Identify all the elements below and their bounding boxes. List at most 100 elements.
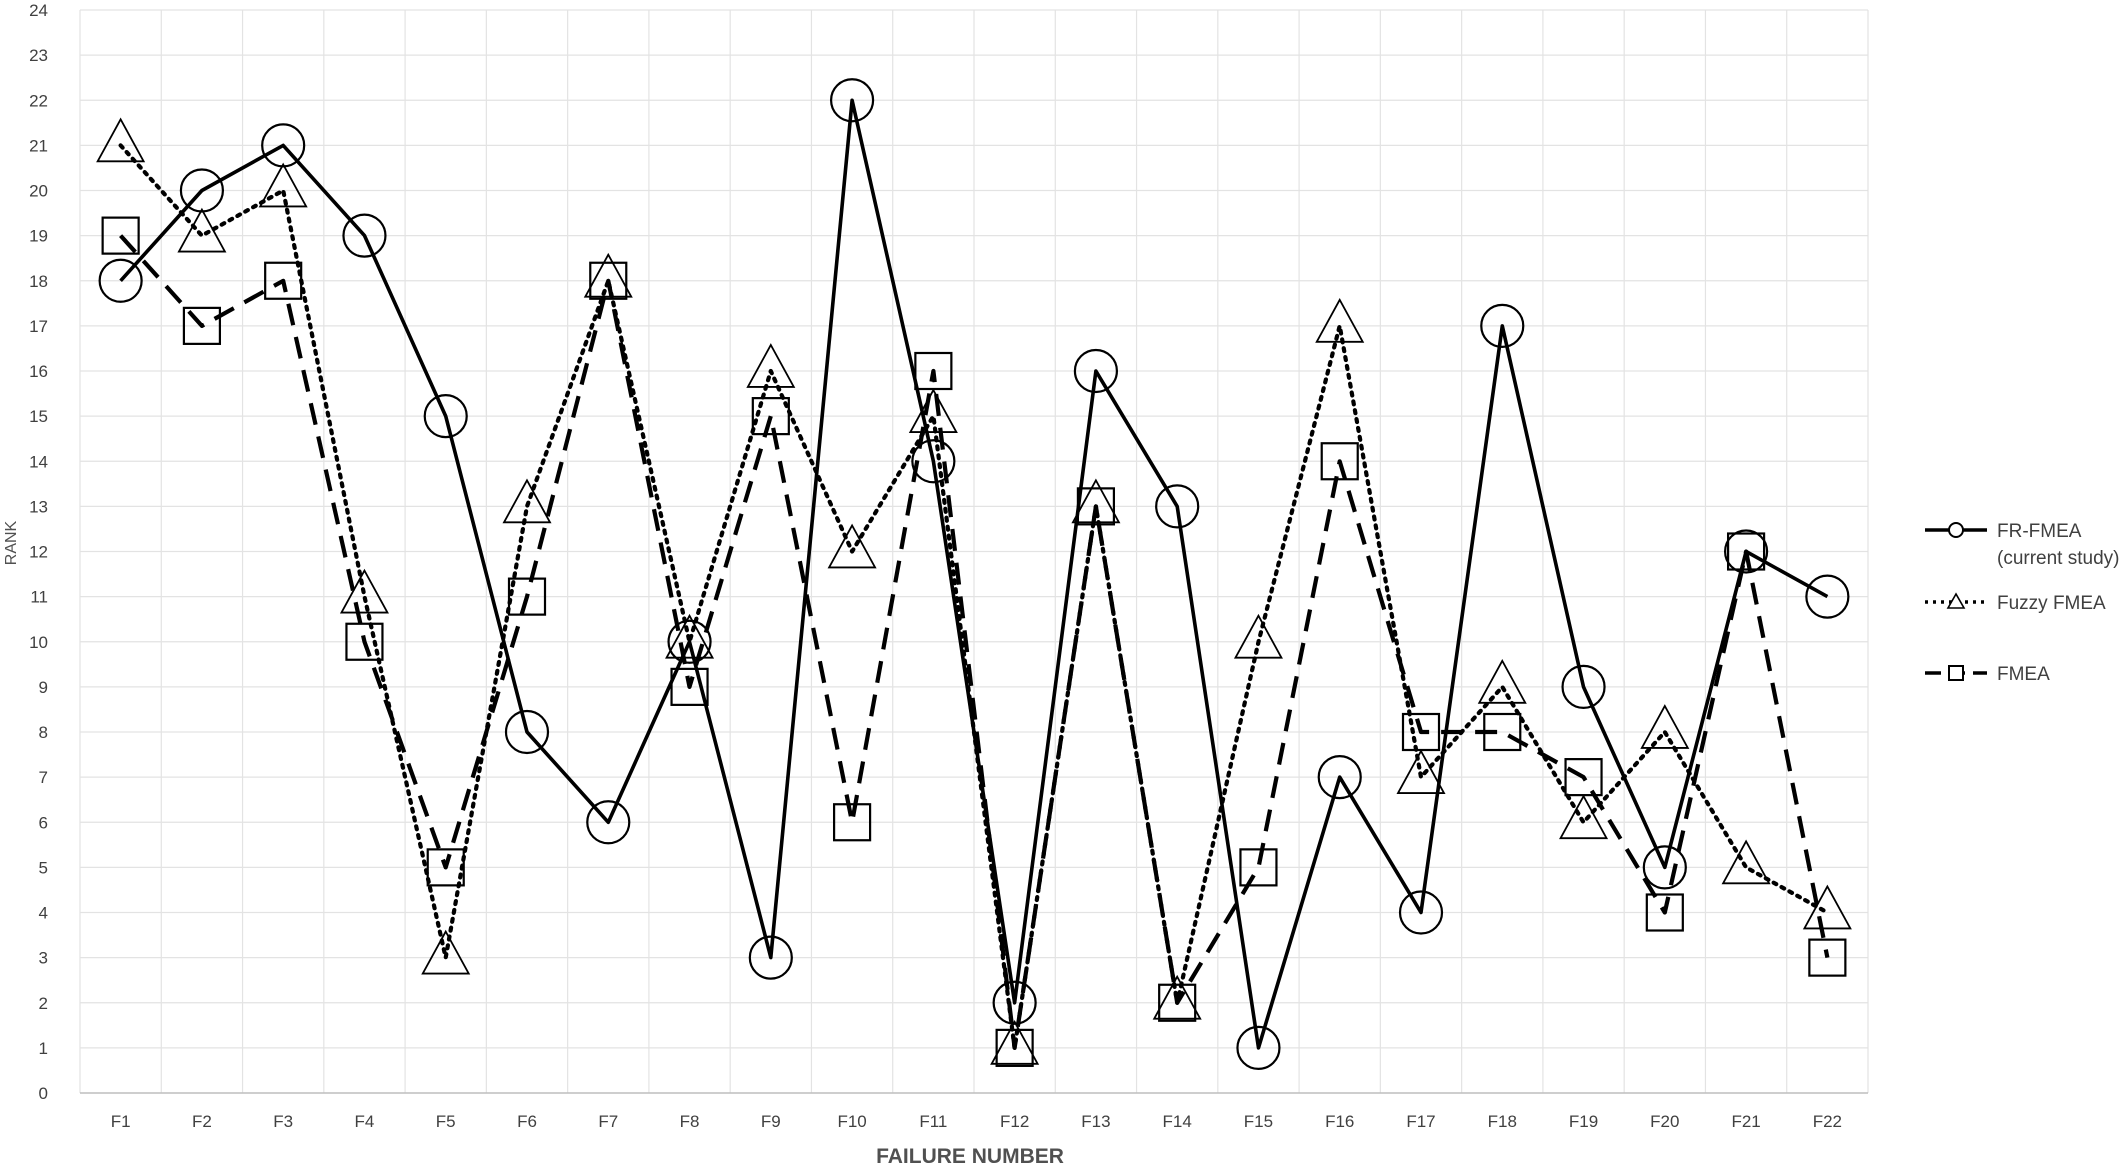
series-fr-fmea-current-study: [98, 78, 1850, 1070]
data-point-fmea: [751, 397, 790, 436]
y-tick-label: 19: [29, 227, 48, 246]
legend-item-fmea: FMEA: [1925, 664, 2050, 685]
x-tick-label: F18: [1488, 1112, 1517, 1131]
data-point-fr-fmea-current-study: [911, 439, 956, 484]
x-tick-label: F12: [1000, 1112, 1029, 1131]
y-tick-label: 20: [29, 182, 48, 201]
data-point-fmea: [589, 261, 628, 300]
x-tick-label: F20: [1650, 1112, 1679, 1131]
y-tick-label: 12: [29, 543, 48, 562]
data-point-fuzzy-fmea: [1152, 974, 1202, 1020]
y-tick-label: 4: [39, 904, 48, 923]
legend-swatch-marker: [1948, 522, 1964, 538]
y-tick-label: 15: [29, 407, 48, 426]
data-point-fuzzy-fmea: [177, 207, 227, 253]
x-tick-label: F5: [436, 1112, 456, 1131]
data-point-fr-fmea-current-study: [179, 168, 225, 213]
data-point-fuzzy-fmea: [1396, 749, 1446, 794]
legend-item-fuzzy-fmea: Fuzzy FMEA: [1925, 592, 2106, 614]
data-point-fmea: [507, 577, 547, 616]
data-point-fuzzy-fmea: [665, 613, 715, 659]
x-tick-label: F17: [1406, 1112, 1435, 1131]
data-point-fr-fmea-current-study: [748, 935, 793, 980]
data-point-fuzzy-fmea: [827, 523, 877, 569]
legend-swatch-marker: [1946, 592, 1966, 609]
data-point-fr-fmea-current-study: [1723, 529, 1769, 574]
series-line-fr-fmea-current-study: [119, 98, 1829, 1050]
x-tick-label: F15: [1244, 1112, 1273, 1131]
data-point-fuzzy-fmea: [1721, 839, 1771, 885]
y-tick-label: 16: [29, 362, 48, 381]
x-tick-label: F10: [837, 1112, 866, 1131]
data-point-fuzzy-fmea: [258, 162, 308, 208]
data-point-fr-fmea-current-study: [261, 123, 306, 168]
data-point-fr-fmea-current-study: [1805, 574, 1850, 619]
data-point-fmea: [1726, 532, 1766, 571]
x-tick-label: F8: [680, 1112, 700, 1131]
x-tick-label: F4: [355, 1112, 375, 1131]
data-point-fmea: [1808, 938, 1847, 977]
data-point-fr-fmea-current-study: [1073, 348, 1119, 394]
data-point-fr-fmea-current-study: [1317, 755, 1362, 800]
data-point-fr-fmea-current-study: [504, 709, 550, 755]
x-tick-label: F1: [111, 1112, 131, 1131]
legend-item-fr-fmea-current-study: FR-FMEA (current study): [1925, 521, 2119, 569]
y-tick-label: 3: [39, 949, 48, 968]
data-point-fr-fmea-current-study: [1155, 484, 1200, 529]
y-tick-label: 13: [29, 497, 48, 516]
data-point-fr-fmea-current-study: [342, 213, 387, 258]
data-point-fuzzy-fmea: [1233, 613, 1283, 659]
y-axis-title: RANK: [3, 520, 20, 565]
data-point-fuzzy-fmea: [583, 252, 633, 298]
data-point-fr-fmea-current-study: [1236, 1025, 1281, 1070]
x-tick-label: F13: [1081, 1112, 1110, 1131]
data-point-fmea: [832, 803, 872, 842]
data-point-fuzzy-fmea: [1477, 658, 1527, 704]
data-point-fr-fmea-current-study: [1561, 664, 1606, 709]
data-point-fuzzy-fmea: [96, 117, 146, 163]
y-tick-label: 5: [39, 858, 48, 877]
data-point-fuzzy-fmea: [1071, 478, 1121, 524]
y-tick-label: 7: [39, 768, 48, 787]
data-point-fmea: [182, 306, 222, 345]
data-point-fuzzy-fmea: [339, 568, 389, 614]
data-point-fuzzy-fmea: [1640, 704, 1690, 749]
x-tick-label: F21: [1731, 1112, 1760, 1131]
data-point-fr-fmea-current-study: [98, 258, 143, 303]
data-point-fr-fmea-current-study: [1480, 303, 1525, 348]
x-tick-label: F2: [192, 1112, 212, 1131]
data-point-fr-fmea-current-study: [992, 980, 1037, 1025]
x-tick-label: F19: [1569, 1112, 1598, 1131]
y-tick-label: 0: [39, 1084, 48, 1103]
data-point-fmea: [1158, 983, 1197, 1022]
data-point-fr-fmea-current-study: [586, 800, 631, 845]
y-tick-label: 24: [29, 1, 48, 20]
legend-label: FR-FMEA: [1997, 521, 2082, 542]
data-point-fuzzy-fmea: [502, 478, 552, 524]
x-tick-label: F14: [1163, 1112, 1192, 1131]
legend-label: (current study): [1997, 548, 2119, 569]
x-tick-label: F7: [598, 1112, 618, 1131]
data-point-fuzzy-fmea: [1315, 297, 1365, 343]
legend-label: FMEA: [1997, 664, 2050, 685]
x-tick-label: F9: [761, 1112, 781, 1131]
data-point-fmea: [345, 622, 384, 661]
series-fmea: [101, 216, 1847, 1067]
y-tick-label: 1: [39, 1039, 48, 1058]
y-tick-label: 9: [39, 678, 48, 697]
data-point-fuzzy-fmea: [746, 343, 796, 388]
data-point-fmea: [101, 216, 140, 255]
data-point-fuzzy-fmea: [1802, 884, 1852, 930]
data-point-fmea: [1645, 893, 1684, 932]
y-tick-label: 2: [39, 994, 48, 1013]
series-line-fmea: [119, 234, 1830, 1050]
data-point-fmea: [1320, 442, 1359, 481]
y-tick-label: 14: [29, 452, 48, 471]
y-tick-label: 6: [39, 813, 48, 832]
x-tick-label: F11: [919, 1112, 947, 1131]
data-point-fuzzy-fmea: [990, 1019, 1040, 1065]
data-point-fmea: [1239, 848, 1278, 887]
y-tick-label: 17: [29, 317, 48, 336]
